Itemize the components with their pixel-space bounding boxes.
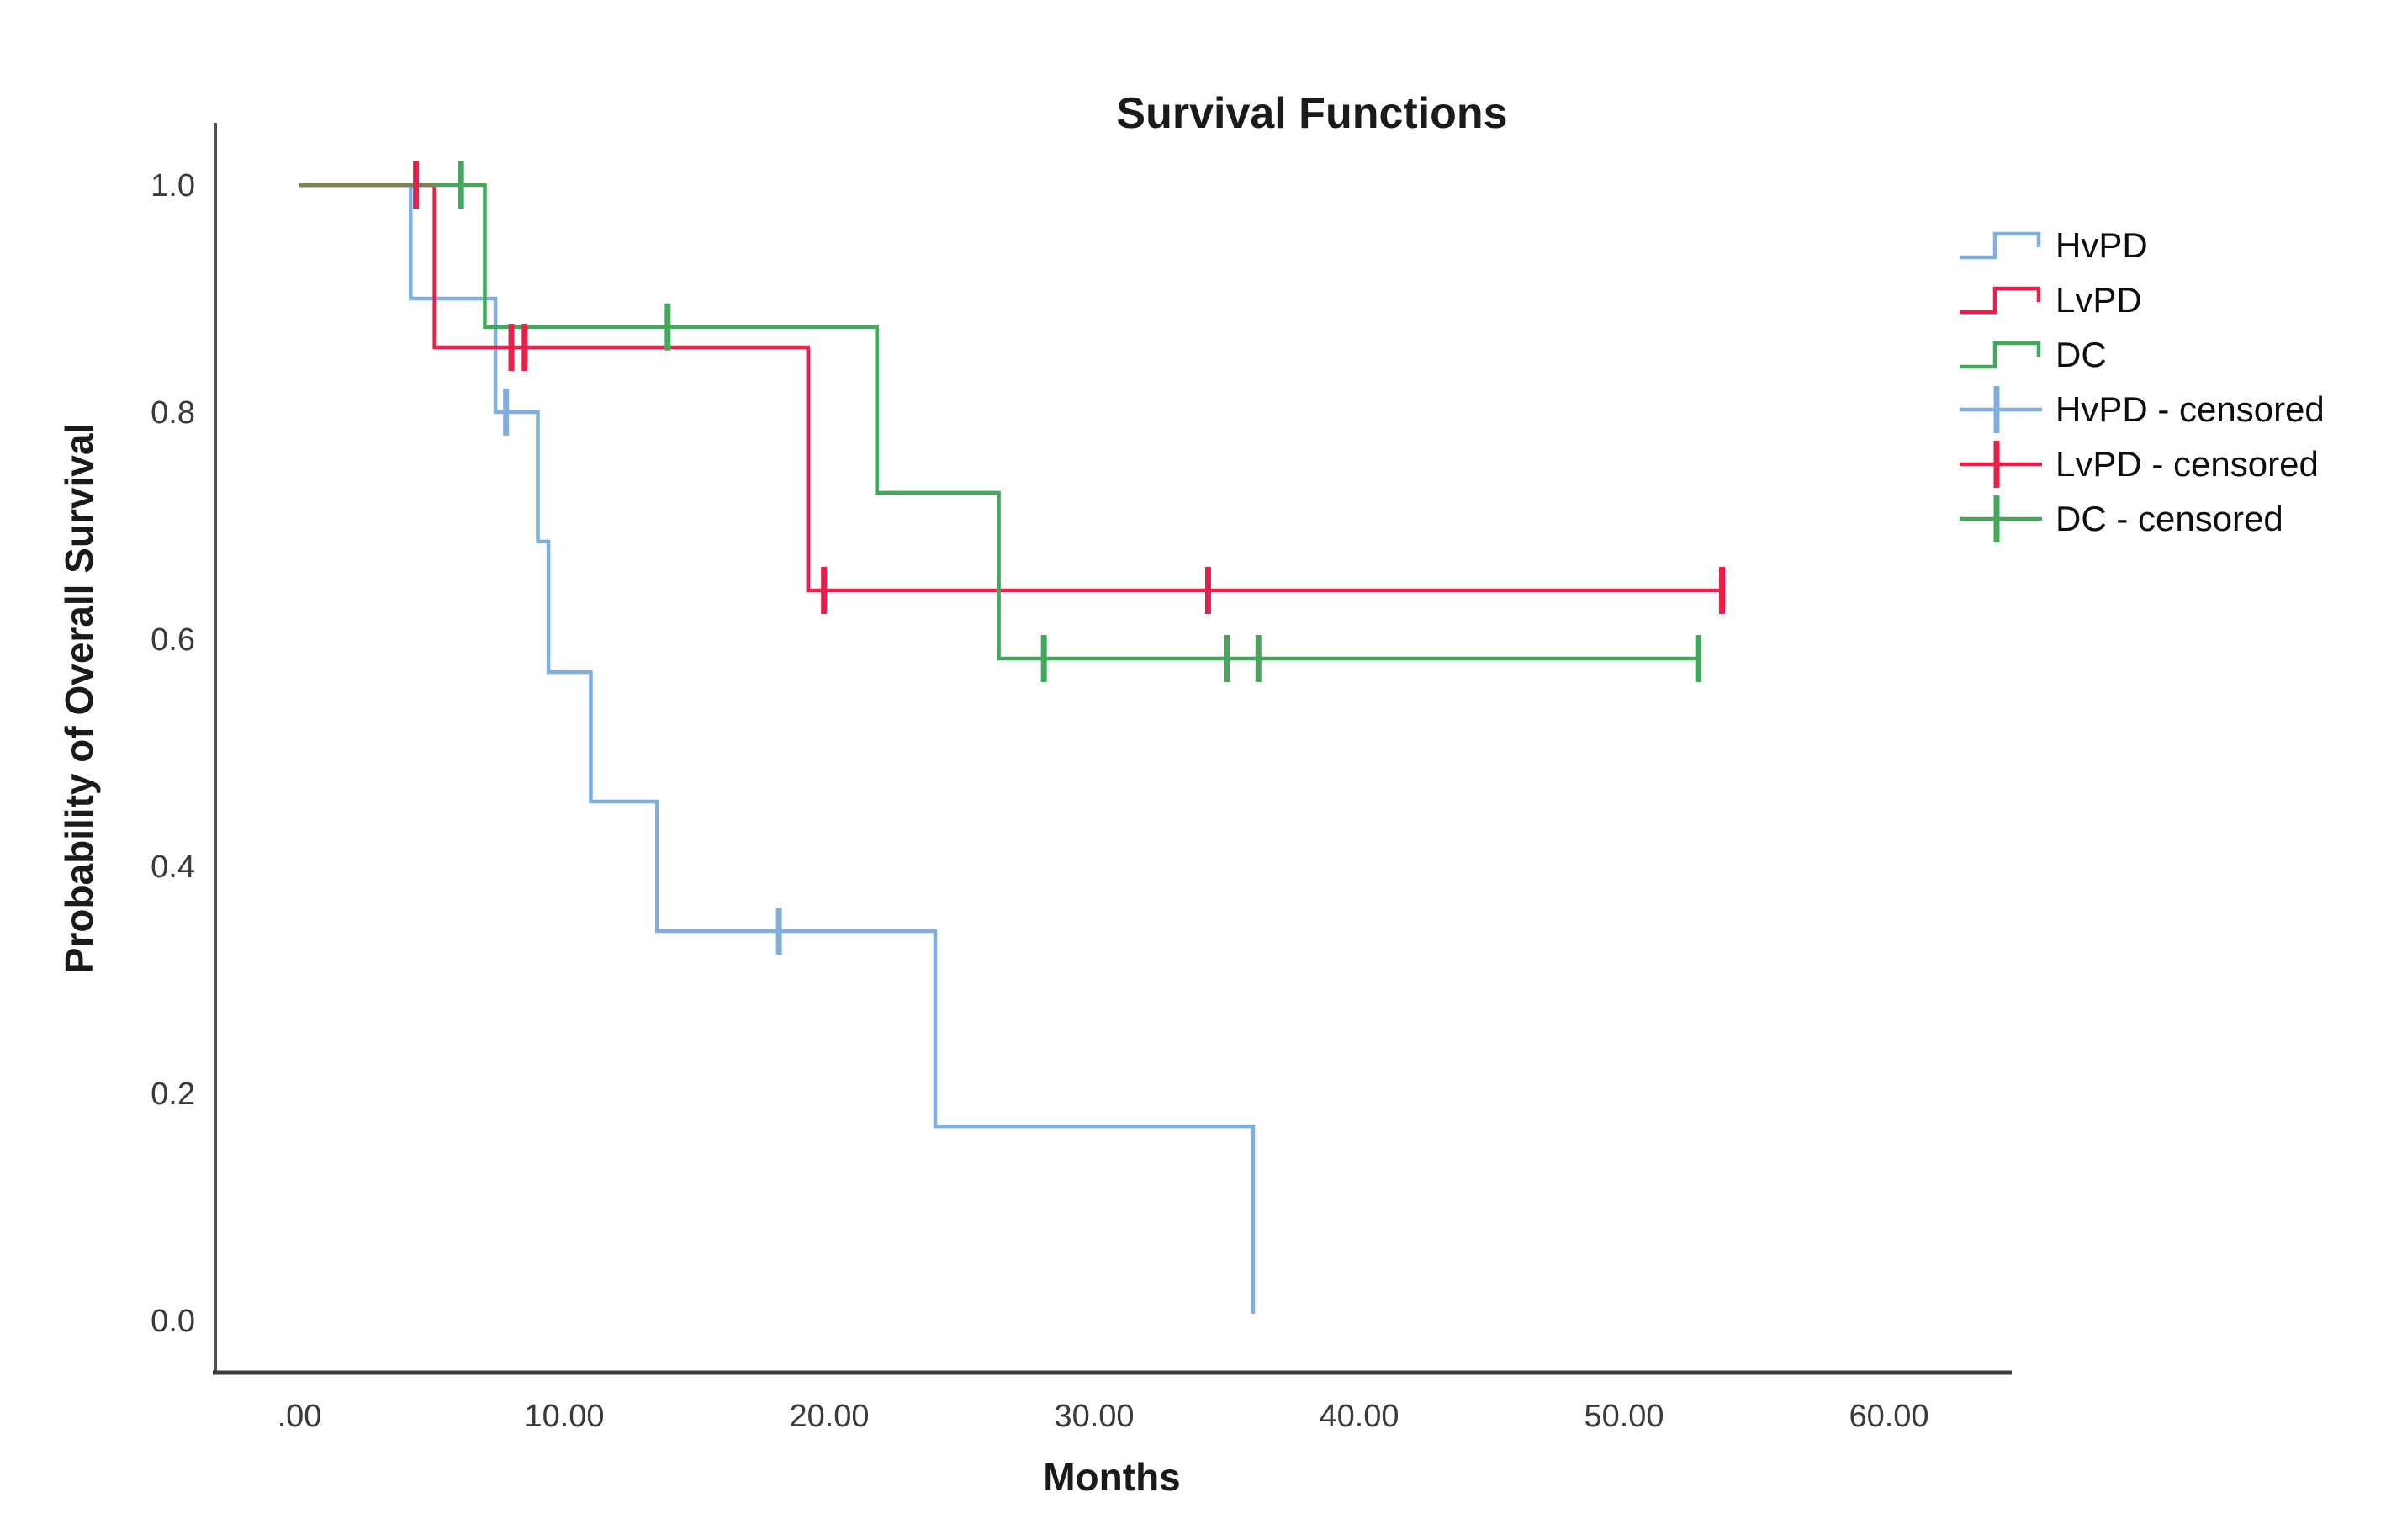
chart-title: Survival Functions [1116,89,1507,138]
x-tick-label: 10.00 [524,1399,604,1434]
x-tick-label: 40.00 [1319,1399,1399,1434]
x-tick-label: 20.00 [789,1399,869,1434]
series-path-DC [299,183,1699,661]
legend-row: DC - censored [1960,495,2283,542]
legend-step-glyph [1960,286,2041,315]
legend-label: HvPD - censored [2055,389,2325,429]
y-axis-title: Probability of Overall Survival [57,423,101,973]
legend-row: HvPD [1960,225,2148,265]
y-tick-label: 0.4 [151,849,195,885]
x-axis-title: Months [1043,1455,1181,1499]
survival-curves [299,183,1722,1314]
x-tick-label: 30.00 [1054,1399,1134,1434]
legend-label: LvPD [2055,280,2142,320]
legend-label: DC - censored [2055,499,2283,538]
censor-marks [413,161,1726,955]
legend-label: HvPD [2055,225,2148,265]
legend-step-glyph [1960,341,2041,369]
series-path-HvPD [299,183,1256,1314]
legend-row: HvPD - censored [1960,386,2325,433]
legend-row: DC [1960,335,2107,374]
y-tick-label: 0.6 [151,622,195,658]
y-tick-label: 0.0 [151,1304,195,1339]
legend: HvPD LvPD DC HvPD - censored LvPD - censored… [1960,225,2325,542]
y-tick-label: 0.2 [151,1077,195,1112]
series-path-LvPD [299,183,1722,593]
legend-label: DC [2055,335,2107,374]
legend-row: LvPD [1960,280,2142,320]
legend-row: LvPD - censored [1960,441,2319,488]
x-tick-label: 50.00 [1584,1399,1664,1434]
y-tick-label: 0.8 [151,395,195,431]
x-tick-label: 60.00 [1849,1399,1928,1434]
axis-tick-labels: 1.0 0.8 0.6 0.4 0.2 0.0 .00 10.00 20.00 30.00 40.0… [151,168,1928,1434]
x-tick-label: .00 [278,1399,322,1434]
y-tick-label: 1.0 [151,168,195,204]
legend-step-glyph [1960,231,2041,260]
legend-label: LvPD - censored [2055,444,2319,484]
